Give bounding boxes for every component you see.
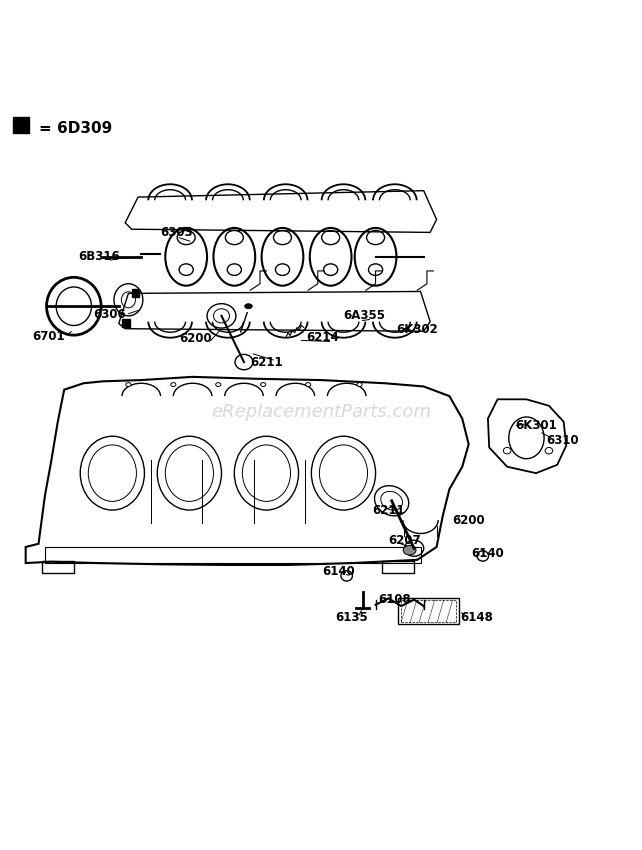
Ellipse shape xyxy=(403,546,416,555)
Text: 6214: 6214 xyxy=(306,331,340,343)
Bar xyxy=(13,116,29,133)
Ellipse shape xyxy=(306,382,311,387)
Text: 6K301: 6K301 xyxy=(515,418,557,432)
Bar xyxy=(122,319,130,326)
Text: 6701: 6701 xyxy=(32,330,64,343)
Text: 6135: 6135 xyxy=(335,611,369,624)
Text: 6207: 6207 xyxy=(388,534,421,547)
Ellipse shape xyxy=(357,382,362,387)
Text: eReplacementParts.com: eReplacementParts.com xyxy=(211,403,431,421)
Text: 6200: 6200 xyxy=(453,513,485,526)
Text: 6310: 6310 xyxy=(546,434,578,447)
Text: 6140: 6140 xyxy=(322,565,355,578)
Ellipse shape xyxy=(171,382,176,387)
Text: 6140: 6140 xyxy=(471,547,505,560)
Ellipse shape xyxy=(245,303,252,309)
Bar xyxy=(42,561,74,573)
Bar xyxy=(398,598,459,624)
Text: 6306: 6306 xyxy=(92,308,126,321)
Text: 6211: 6211 xyxy=(250,356,282,369)
Ellipse shape xyxy=(503,447,511,454)
Bar xyxy=(382,561,414,573)
Text: 6148: 6148 xyxy=(460,611,493,624)
Bar xyxy=(132,289,139,297)
Text: 6303: 6303 xyxy=(160,226,193,239)
Text: 6A355: 6A355 xyxy=(343,309,386,322)
Ellipse shape xyxy=(261,382,266,387)
Bar xyxy=(401,600,456,622)
Text: 6K302: 6K302 xyxy=(396,324,438,337)
Text: = 6D309: = 6D309 xyxy=(39,121,112,136)
Ellipse shape xyxy=(216,382,221,387)
Text: 6108: 6108 xyxy=(378,593,412,606)
Ellipse shape xyxy=(126,382,131,387)
Text: 6211: 6211 xyxy=(372,504,404,517)
Text: 6B316: 6B316 xyxy=(78,250,121,264)
Ellipse shape xyxy=(545,447,553,454)
Text: 6200: 6200 xyxy=(180,332,212,345)
